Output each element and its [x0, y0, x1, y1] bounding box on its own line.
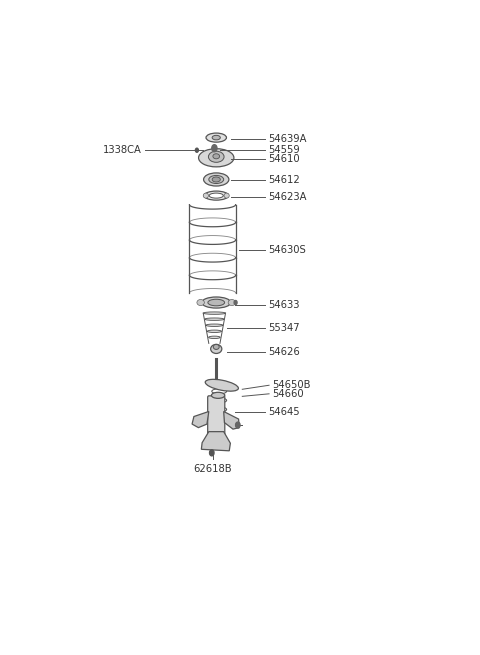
Ellipse shape [211, 345, 222, 354]
Text: 54623A: 54623A [268, 192, 307, 202]
Text: 54612: 54612 [268, 176, 300, 185]
Ellipse shape [228, 299, 236, 305]
Ellipse shape [212, 136, 220, 140]
Text: 54650B: 54650B [272, 381, 311, 390]
Text: 54633: 54633 [268, 299, 300, 310]
Ellipse shape [213, 154, 219, 159]
FancyBboxPatch shape [208, 396, 225, 436]
Circle shape [195, 148, 198, 152]
Ellipse shape [203, 193, 208, 198]
Ellipse shape [209, 336, 220, 339]
Ellipse shape [204, 318, 224, 320]
Polygon shape [202, 432, 230, 451]
Ellipse shape [199, 149, 234, 167]
Ellipse shape [206, 133, 227, 142]
Ellipse shape [209, 193, 223, 198]
Ellipse shape [203, 312, 226, 314]
Text: 55347: 55347 [268, 323, 300, 333]
Text: 1338CA: 1338CA [103, 145, 142, 155]
Text: 62618B: 62618B [193, 464, 232, 474]
Text: 54559: 54559 [268, 145, 300, 155]
Ellipse shape [207, 330, 222, 333]
Ellipse shape [209, 176, 224, 183]
Text: 54639A: 54639A [268, 134, 307, 144]
Circle shape [234, 301, 237, 305]
Circle shape [212, 145, 217, 152]
Text: 54626: 54626 [268, 347, 300, 358]
Text: 54630S: 54630S [268, 245, 306, 255]
Ellipse shape [204, 173, 229, 186]
Ellipse shape [211, 392, 225, 398]
Polygon shape [192, 411, 209, 428]
Ellipse shape [213, 345, 219, 349]
Text: 54645: 54645 [268, 407, 300, 417]
Text: 54660: 54660 [272, 389, 304, 399]
Ellipse shape [205, 379, 239, 391]
Ellipse shape [212, 177, 220, 182]
Circle shape [210, 450, 214, 456]
Text: 54610: 54610 [268, 155, 300, 164]
Ellipse shape [204, 191, 228, 200]
Ellipse shape [224, 193, 229, 198]
Ellipse shape [197, 299, 204, 305]
Ellipse shape [208, 151, 224, 162]
Ellipse shape [208, 299, 225, 306]
Circle shape [236, 422, 240, 428]
Polygon shape [224, 411, 240, 429]
Ellipse shape [206, 324, 223, 326]
Ellipse shape [202, 297, 231, 308]
